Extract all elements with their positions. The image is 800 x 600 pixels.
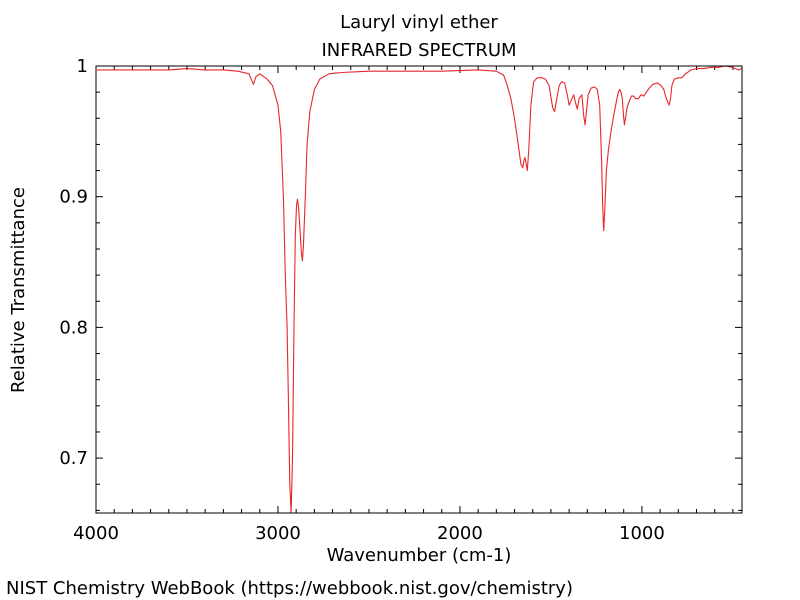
y-tick-label: 0.9 <box>59 187 88 208</box>
y-tick-label: 1 <box>77 56 88 77</box>
tick-labels: 4000 3000 2000 1000 1 0.9 0.8 0.7 <box>59 56 664 544</box>
plot-frame <box>95 65 743 514</box>
x-tick-label: 1000 <box>619 523 665 544</box>
major-ticks <box>95 65 742 513</box>
y-tick-label: 0.8 <box>59 317 88 338</box>
chart-subtitle: INFRARED SPECTRUM <box>321 40 516 61</box>
source-credit: NIST Chemistry WebBook (https://webbook.… <box>6 578 573 599</box>
x-tick-label: 3000 <box>255 523 301 544</box>
minor-ticks <box>96 66 742 513</box>
x-tick-label: 4000 <box>73 523 119 544</box>
x-tick-label: 2000 <box>437 523 483 544</box>
y-axis-label: Relative Transmittance <box>8 187 29 393</box>
spectrum-line <box>96 65 742 514</box>
y-tick-label: 0.7 <box>59 448 88 469</box>
x-axis-label: Wavenumber (cm-1) <box>327 545 512 566</box>
chart-title: Lauryl vinyl ether <box>340 12 498 33</box>
